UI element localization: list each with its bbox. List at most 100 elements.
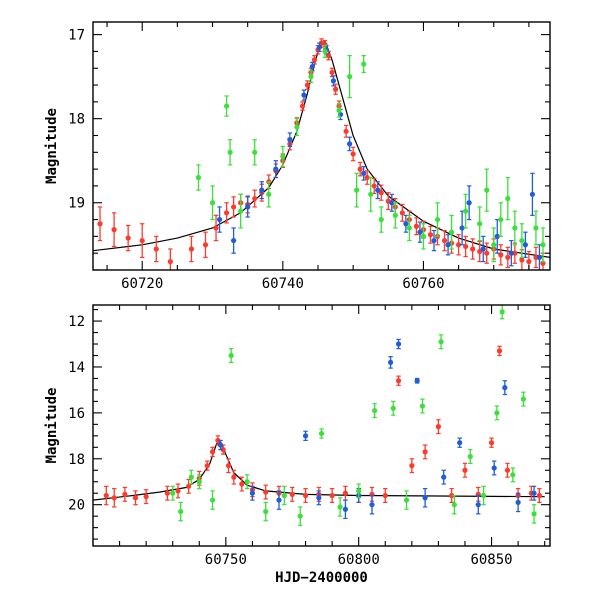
data-point [441,474,447,480]
data-point [508,250,514,256]
data-point [414,378,420,384]
data-point [347,74,353,80]
x-axis: 60720 60740 60760 [106,22,530,292]
data-point [372,407,378,414]
data-point [111,495,117,501]
data-point [520,396,527,402]
data-point [329,69,335,76]
data-point [466,200,472,206]
data-point [350,151,356,157]
data-point [301,92,307,98]
data-series-0 [103,345,542,508]
data-point [480,492,487,499]
y-tick-label: 12 [68,314,85,330]
data-point [111,227,117,233]
y-tick-label: 19 [68,196,85,212]
data-point [244,479,250,485]
data-point [263,489,269,495]
data-point [252,195,258,202]
data-point [213,225,219,231]
y-axis-label: Magnitude [44,388,60,464]
data-point [276,497,282,503]
x-axis-label: HJD−2400000 [275,570,368,586]
data-point [475,502,481,508]
data-point [395,341,402,347]
y-tick-label: 16 [68,406,85,422]
x-tick-label: 60750 [205,552,247,568]
data-point [217,442,224,448]
y-axis: 12 14 16 18 20 [68,309,550,540]
y-tick-label: 20 [68,498,85,514]
data-point [435,424,442,430]
data-point [499,309,505,315]
data-point [139,237,145,244]
data-point [399,210,405,216]
data-point [132,495,139,501]
data-point [427,232,434,238]
data-point [209,200,216,206]
data-point [403,221,409,227]
data-point [143,494,149,500]
data-point [227,149,233,155]
data-point [477,221,483,227]
data-point [304,82,311,88]
data-point [356,488,362,494]
data-point [287,137,293,143]
data-point [209,497,216,503]
data-point [431,237,437,244]
data-point [441,237,448,244]
data-point [337,504,343,510]
data-point [470,246,476,252]
data-point [522,242,528,248]
data-point [406,225,412,231]
data-point [364,174,370,181]
data-point [463,243,469,250]
data-point [438,339,444,345]
data-point [502,385,508,391]
data-point [387,359,394,365]
data-point [540,242,546,248]
data-point [496,348,503,354]
data-point [498,216,504,223]
plot-area [93,305,545,526]
data-point [467,453,473,460]
data-point [170,490,176,496]
data-point [347,141,353,147]
data-point [392,212,398,218]
data-point [209,449,216,455]
data-point [215,437,221,444]
data-series-2 [170,305,537,526]
data-point [357,166,363,172]
plot-area [93,38,550,270]
data-point [462,467,468,473]
data-point [266,191,272,197]
y-axis: 17 18 19 [68,28,550,271]
data-point [484,250,490,256]
data-point [480,246,486,252]
data-point [491,242,497,248]
data-point [488,440,495,446]
data-point [515,499,521,505]
data-point [510,472,516,478]
data-point [195,174,202,181]
data-point [186,483,192,489]
data-point [259,187,265,193]
data-point [389,200,395,206]
data-point [223,103,230,109]
data-point [494,233,500,239]
y-tick-label: 17 [68,28,85,44]
data-point [505,254,511,260]
data-point [216,216,223,223]
data-point [463,208,469,214]
bottom-panel: 60750 60800 60850 12 14 16 18 20 Magnitude HJD−24… [44,304,551,586]
data-point [249,490,256,496]
data-point [231,237,237,244]
data-point [484,187,490,193]
data-point [316,44,322,50]
data-point [403,497,410,503]
data-point [294,124,300,130]
data-point [202,242,209,248]
data-point [228,352,234,359]
data-point [308,74,314,80]
